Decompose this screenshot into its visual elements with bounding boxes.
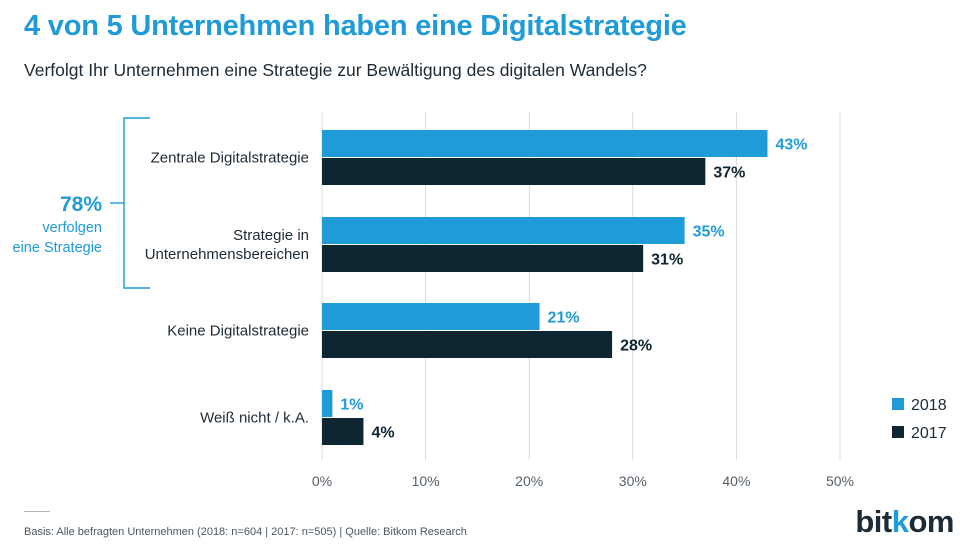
category-label: Keine Digitalstrategie [167, 323, 309, 340]
legend-swatch-2017 [892, 426, 904, 438]
bracket-text: eine Strategie [13, 240, 102, 256]
data-label-2018: 1% [340, 397, 363, 414]
data-label-2017: 4% [371, 425, 394, 442]
data-label-2018: 35% [693, 224, 725, 241]
bar-2018 [322, 390, 333, 417]
chart-subtitle: Verfolgt Ihr Unternehmen eine Strategie … [24, 60, 647, 80]
bitkom-logo: bitkom [855, 504, 954, 539]
x-tick-label: 50% [826, 473, 854, 489]
bracket-text: verfolgen [42, 220, 102, 236]
x-tick-label: 20% [515, 473, 543, 489]
footer-divider [24, 511, 50, 512]
bar-2018 [322, 130, 768, 157]
legend-label-2017: 2017 [911, 425, 947, 442]
legend-swatch-2018 [892, 398, 904, 410]
legend-label-2018: 2018 [911, 397, 947, 414]
bar-2017 [322, 331, 613, 358]
bar-2017 [322, 158, 706, 185]
bar-2017 [322, 245, 644, 272]
x-tick-label: 10% [412, 473, 440, 489]
category-label: Zentrale Digitalstrategie [151, 150, 309, 167]
chart-title: 4 von 5 Unternehmen haben eine Digitalst… [24, 10, 687, 42]
bracket-value: 78% [60, 193, 102, 216]
x-tick-label: 0% [312, 473, 332, 489]
bar-2018 [322, 217, 685, 244]
category-label: Weiß nicht / k.A. [200, 410, 309, 427]
bar-2018 [322, 303, 540, 330]
data-label-2017: 37% [713, 165, 745, 182]
category-label: Strategie in [233, 227, 309, 244]
x-tick-label: 40% [722, 473, 750, 489]
bar-2017 [322, 418, 364, 445]
data-label-2017: 28% [620, 338, 652, 355]
data-label-2018: 43% [775, 137, 807, 154]
category-label: Unternehmensbereichen [145, 246, 309, 263]
data-label-2018: 21% [548, 310, 580, 327]
source-note: Basis: Alle befragten Unternehmen (2018:… [24, 526, 467, 538]
x-tick-label: 30% [619, 473, 647, 489]
data-label-2017: 31% [651, 252, 683, 269]
